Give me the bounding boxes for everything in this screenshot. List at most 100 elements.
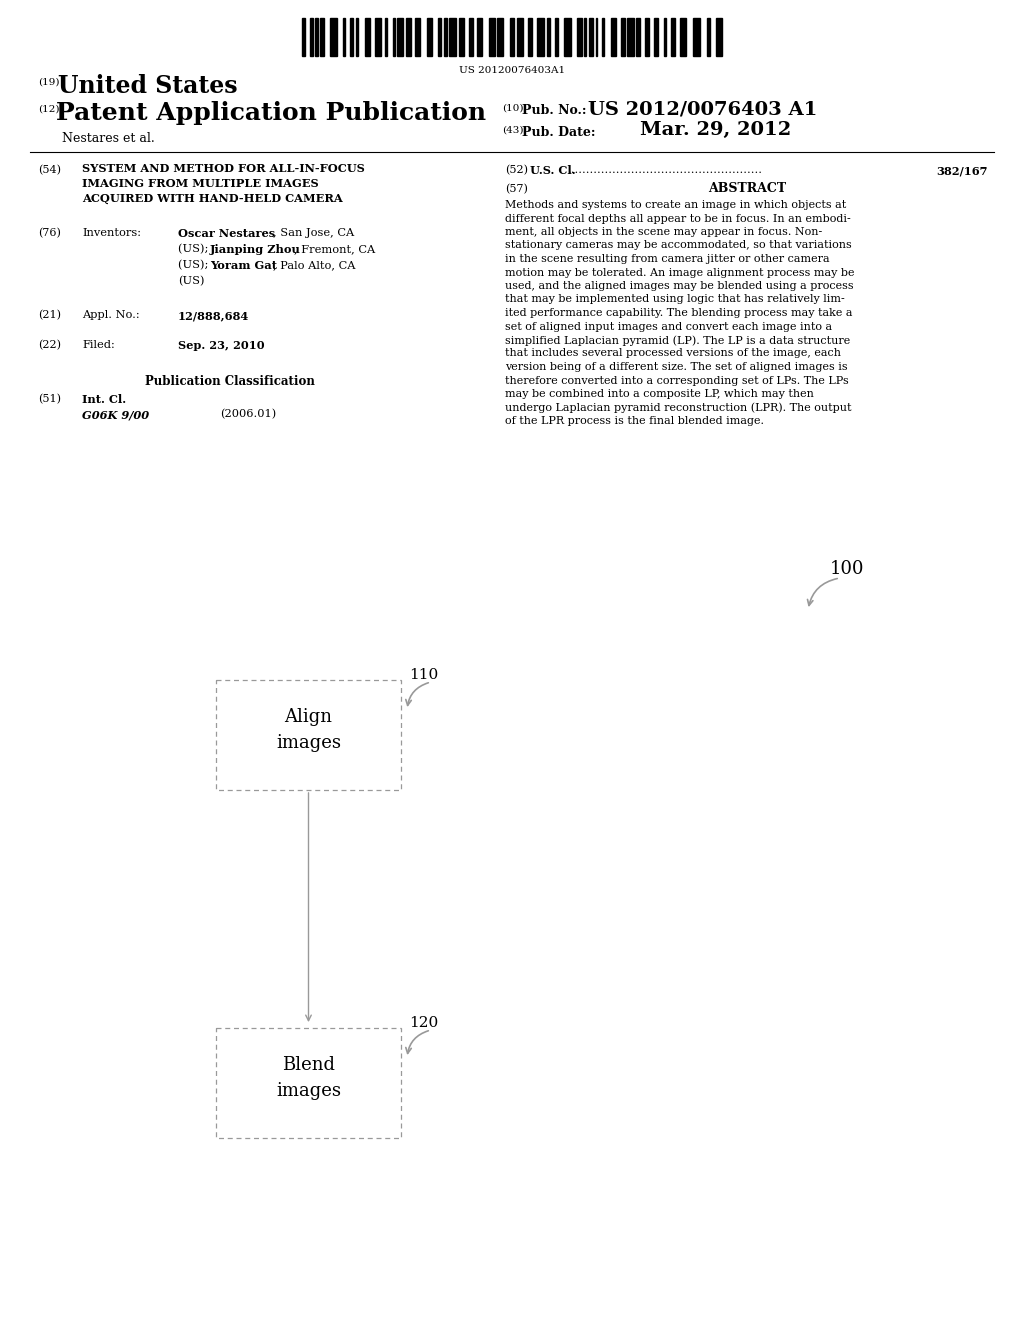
Text: ment, all objects in the scene may appear in focus. Non-: ment, all objects in the scene may appea…	[505, 227, 822, 238]
Text: Inventors:: Inventors:	[82, 228, 141, 238]
Bar	[319, 18, 324, 55]
Text: ....................................................: ........................................…	[568, 165, 763, 176]
Text: 382/167: 382/167	[937, 165, 988, 176]
Text: Nestares et al.: Nestares et al.	[62, 132, 155, 145]
Text: , Fremont, CA: , Fremont, CA	[294, 244, 375, 253]
Text: that may be implemented using logic that has relatively lim-: that may be implemented using logic that…	[505, 294, 845, 305]
Bar	[564, 18, 570, 55]
Bar	[555, 18, 558, 55]
Bar	[375, 18, 381, 55]
Text: (43): (43)	[502, 125, 523, 135]
FancyBboxPatch shape	[216, 680, 401, 789]
Bar	[671, 18, 675, 55]
Text: Yoram Gat: Yoram Gat	[210, 260, 278, 271]
Text: version being of a different size. The set of aligned images is: version being of a different size. The s…	[505, 362, 848, 372]
Text: (12): (12)	[38, 106, 59, 114]
Text: (76): (76)	[38, 228, 60, 239]
Bar	[356, 18, 358, 55]
Text: Int. Cl.: Int. Cl.	[82, 393, 126, 405]
Text: Blend
images: Blend images	[276, 1056, 341, 1100]
Bar	[350, 18, 353, 55]
FancyBboxPatch shape	[216, 1028, 401, 1138]
Text: (US);: (US);	[178, 260, 212, 271]
Text: Appl. No.:: Appl. No.:	[82, 310, 139, 319]
Bar	[459, 18, 464, 55]
Text: Patent Application Publication: Patent Application Publication	[56, 102, 486, 125]
Bar	[302, 18, 305, 55]
Text: that includes several processed versions of the image, each: that includes several processed versions…	[505, 348, 841, 359]
FancyArrowPatch shape	[808, 578, 838, 606]
Bar	[393, 18, 395, 55]
Text: IMAGING FROM MULTIPLE IMAGES: IMAGING FROM MULTIPLE IMAGES	[82, 178, 318, 189]
Bar	[716, 18, 722, 55]
Text: United States: United States	[58, 74, 238, 98]
Text: simplified Laplacian pyramid (LP). The LP is a data structure: simplified Laplacian pyramid (LP). The L…	[505, 335, 850, 346]
Text: Pub. Date:: Pub. Date:	[522, 125, 596, 139]
Text: therefore converted into a corresponding set of LPs. The LPs: therefore converted into a corresponding…	[505, 375, 849, 385]
Text: Methods and systems to create an image in which objects at: Methods and systems to create an image i…	[505, 201, 846, 210]
Text: (51): (51)	[38, 393, 61, 404]
Bar	[415, 18, 420, 55]
Text: (10): (10)	[502, 104, 523, 114]
Bar	[528, 18, 532, 55]
Text: ited performance capability. The blending process may take a: ited performance capability. The blendin…	[505, 308, 853, 318]
FancyArrowPatch shape	[306, 793, 311, 1020]
Bar	[510, 18, 514, 55]
Text: Filed:: Filed:	[82, 341, 115, 350]
Bar	[627, 18, 634, 55]
Bar	[645, 18, 649, 55]
Text: (54): (54)	[38, 165, 61, 176]
Text: 120: 120	[409, 1016, 438, 1030]
Text: motion may be tolerated. An image alignment process may be: motion may be tolerated. An image alignm…	[505, 268, 854, 277]
Text: of the LPR process is the final blended image.: of the LPR process is the final blended …	[505, 416, 764, 426]
Bar	[366, 18, 371, 55]
Text: used, and the aligned images may be blended using a process: used, and the aligned images may be blen…	[505, 281, 854, 290]
Text: (US);: (US);	[178, 244, 212, 255]
Bar	[708, 18, 710, 55]
Text: G06K 9/00: G06K 9/00	[82, 409, 150, 420]
Text: set of aligned input images and convert each image into a: set of aligned input images and convert …	[505, 322, 833, 331]
Bar	[330, 18, 337, 55]
Text: may be combined into a composite LP, which may then: may be combined into a composite LP, whi…	[505, 389, 814, 399]
Text: U.S. Cl.: U.S. Cl.	[530, 165, 575, 176]
Bar	[538, 18, 544, 55]
Bar	[450, 18, 456, 55]
Bar	[584, 18, 586, 55]
Text: ACQUIRED WITH HAND-HELD CAMERA: ACQUIRED WITH HAND-HELD CAMERA	[82, 193, 343, 205]
Bar	[310, 18, 313, 55]
Bar	[427, 18, 432, 55]
Text: , San Jose, CA: , San Jose, CA	[273, 228, 354, 238]
Bar	[477, 18, 482, 55]
Bar	[636, 18, 640, 55]
Bar	[469, 18, 473, 55]
Text: Publication Classification: Publication Classification	[145, 375, 315, 388]
Text: in the scene resulting from camera jitter or other camera: in the scene resulting from camera jitte…	[505, 253, 829, 264]
Text: SYSTEM AND METHOD FOR ALL-IN-FOCUS: SYSTEM AND METHOD FOR ALL-IN-FOCUS	[82, 162, 365, 174]
Text: , Palo Alto, CA: , Palo Alto, CA	[273, 260, 355, 271]
Bar	[547, 18, 550, 55]
Text: US 2012/0076403 A1: US 2012/0076403 A1	[588, 100, 817, 117]
Text: different focal depths all appear to be in focus. In an embodi-: different focal depths all appear to be …	[505, 214, 851, 223]
Bar	[488, 18, 495, 55]
Text: Oscar Nestares: Oscar Nestares	[178, 228, 275, 239]
Bar	[444, 18, 447, 55]
Bar	[438, 18, 441, 55]
Bar	[589, 18, 593, 55]
Bar	[517, 18, 523, 55]
FancyArrowPatch shape	[406, 682, 428, 705]
Text: US 20120076403A1: US 20120076403A1	[459, 66, 565, 75]
Text: undergo Laplacian pyramid reconstruction (LPR). The output: undergo Laplacian pyramid reconstruction…	[505, 403, 852, 413]
Bar	[497, 18, 503, 55]
Bar	[342, 18, 345, 55]
Text: Mar. 29, 2012: Mar. 29, 2012	[640, 121, 792, 139]
Text: (US): (US)	[178, 276, 205, 286]
Text: (19): (19)	[38, 78, 59, 87]
Text: stationary cameras may be accommodated, so that variations: stationary cameras may be accommodated, …	[505, 240, 852, 251]
Bar	[622, 18, 626, 55]
FancyArrowPatch shape	[406, 1031, 428, 1053]
Bar	[314, 18, 317, 55]
Bar	[406, 18, 411, 55]
Text: Pub. No.:: Pub. No.:	[522, 104, 587, 117]
Text: (2006.01): (2006.01)	[220, 409, 276, 420]
Bar	[611, 18, 616, 55]
